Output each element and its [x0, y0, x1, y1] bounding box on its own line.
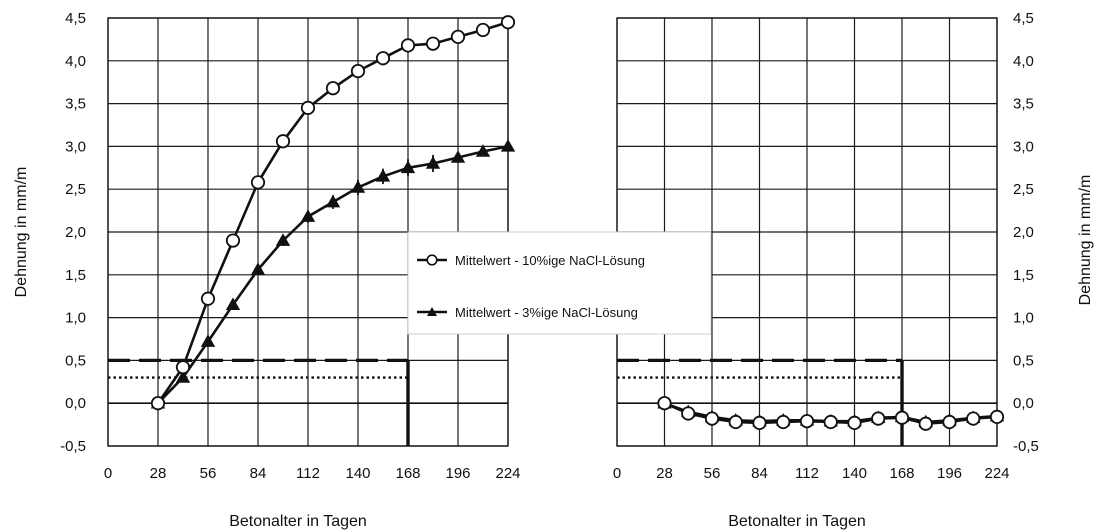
x-tick-label: 224	[495, 465, 520, 482]
chart-panel-right: 0 28 56 84 112 140 168 196 224-0,5 0,0 0,5 1,0 1,5 2,…	[613, 10, 1094, 530]
data-point	[375, 169, 391, 182]
x-tick-label: 196	[937, 465, 962, 482]
data-point	[450, 150, 466, 163]
y-tick-label: 2,5	[65, 181, 86, 198]
x-tick-label: 84	[250, 465, 267, 482]
y-tick-label: 4,5	[65, 10, 86, 27]
data-point	[350, 63, 366, 79]
y-tick-label: 1,5	[65, 267, 86, 284]
y-tick-label: 0,5	[1013, 352, 1034, 369]
data-point	[776, 414, 791, 430]
y-tick-label: 0,5	[65, 352, 86, 369]
x-tick-label: 196	[445, 465, 470, 482]
data-point	[500, 139, 516, 152]
data-point	[894, 410, 910, 425]
data-point	[300, 209, 316, 222]
data-point	[475, 22, 491, 38]
legend-marker	[426, 254, 438, 266]
data-point	[275, 233, 291, 246]
data-point	[225, 233, 241, 248]
data-point	[681, 406, 696, 421]
data-point	[823, 414, 838, 430]
data-point	[225, 297, 241, 311]
legend-box	[407, 231, 712, 335]
y-tick-label: 4,0	[65, 53, 86, 70]
x-tick-label: 112	[296, 465, 320, 482]
x-tick-label: 84	[751, 465, 768, 482]
data-point	[704, 411, 720, 426]
data-point	[400, 160, 416, 174]
y-tick-label: -0,5	[1013, 438, 1039, 455]
data-point	[175, 360, 191, 375]
data-point	[400, 38, 416, 53]
y-tick-label: 3,5	[65, 96, 86, 113]
x-tick-label: 56	[200, 465, 217, 482]
data-point	[871, 411, 886, 426]
data-point	[200, 291, 216, 306]
x-axis-label: Betonalter in Tagen	[229, 513, 367, 530]
data-point	[847, 415, 862, 430]
x-tick-label: 140	[842, 465, 867, 482]
y-tick-label: 1,0	[1013, 310, 1034, 327]
x-tick-label: 168	[395, 465, 420, 482]
data-point	[942, 414, 957, 430]
y-tick-label: 2,0	[65, 224, 86, 241]
data-point	[200, 334, 216, 347]
data-point	[500, 15, 516, 30]
x-tick-label: 224	[984, 465, 1009, 482]
y-axis-label: Dehnung in mm/m	[1077, 175, 1094, 306]
legend-item: Mittelwert - 3%ige NaCl-Lösung	[417, 305, 638, 320]
data-point	[375, 51, 391, 66]
x-tick-label: 112	[795, 465, 819, 482]
data-point	[425, 156, 441, 169]
y-tick-label: 3,0	[65, 138, 86, 155]
legend-item: Mittelwert - 10%ige NaCl-Lösung	[417, 253, 645, 268]
legend: Mittelwert - 10%ige NaCl-Lösung Mittelwe…	[407, 231, 712, 335]
data-point	[325, 194, 341, 208]
x-tick-label: 28	[656, 465, 673, 482]
data-point	[989, 409, 1005, 424]
data-point	[918, 416, 933, 431]
legend-label: Mittelwert - 10%ige NaCl-Lösung	[455, 253, 645, 268]
y-tick-label: 0,0	[65, 395, 86, 412]
data-point	[425, 36, 441, 51]
x-tick-label: 0	[613, 465, 621, 482]
y-tick-label: 3,0	[1013, 138, 1034, 155]
legend-label: Mittelwert - 3%ige NaCl-Lösung	[455, 305, 638, 320]
y-tick-label: 4,5	[1013, 10, 1034, 27]
data-point	[966, 411, 981, 426]
data-point	[752, 415, 767, 430]
y-tick-label: 4,0	[1013, 53, 1034, 70]
y-tick-label: 1,5	[1013, 267, 1034, 284]
data-point	[728, 414, 743, 430]
data-point	[799, 414, 815, 429]
y-tick-label: 3,5	[1013, 96, 1034, 113]
data-point	[350, 180, 366, 193]
y-tick-label: 2,5	[1013, 181, 1034, 198]
data-point	[300, 100, 316, 115]
y-tick-label: 0,0	[1013, 395, 1034, 412]
data-point	[275, 134, 291, 149]
y-tick-label: 2,0	[1013, 224, 1034, 241]
x-tick-label: 28	[150, 465, 167, 482]
x-tick-label: 168	[889, 465, 914, 482]
data-point	[150, 396, 166, 411]
data-point	[450, 29, 466, 44]
x-tick-label: 56	[704, 465, 721, 482]
data-point	[175, 370, 191, 383]
data-point	[250, 175, 266, 190]
data-point	[657, 396, 672, 411]
data-point	[475, 144, 491, 157]
y-axis-label: Dehnung in mm/m	[13, 167, 30, 298]
data-point	[325, 81, 341, 96]
y-tick-label: -0,5	[60, 438, 86, 455]
x-axis-label: Betonalter in Tagen	[728, 513, 866, 530]
y-tick-label: 1,0	[65, 310, 86, 327]
data-point	[250, 262, 266, 275]
x-tick-label: 140	[345, 465, 370, 482]
legend-marker	[427, 307, 437, 316]
x-tick-label: 0	[104, 465, 112, 482]
